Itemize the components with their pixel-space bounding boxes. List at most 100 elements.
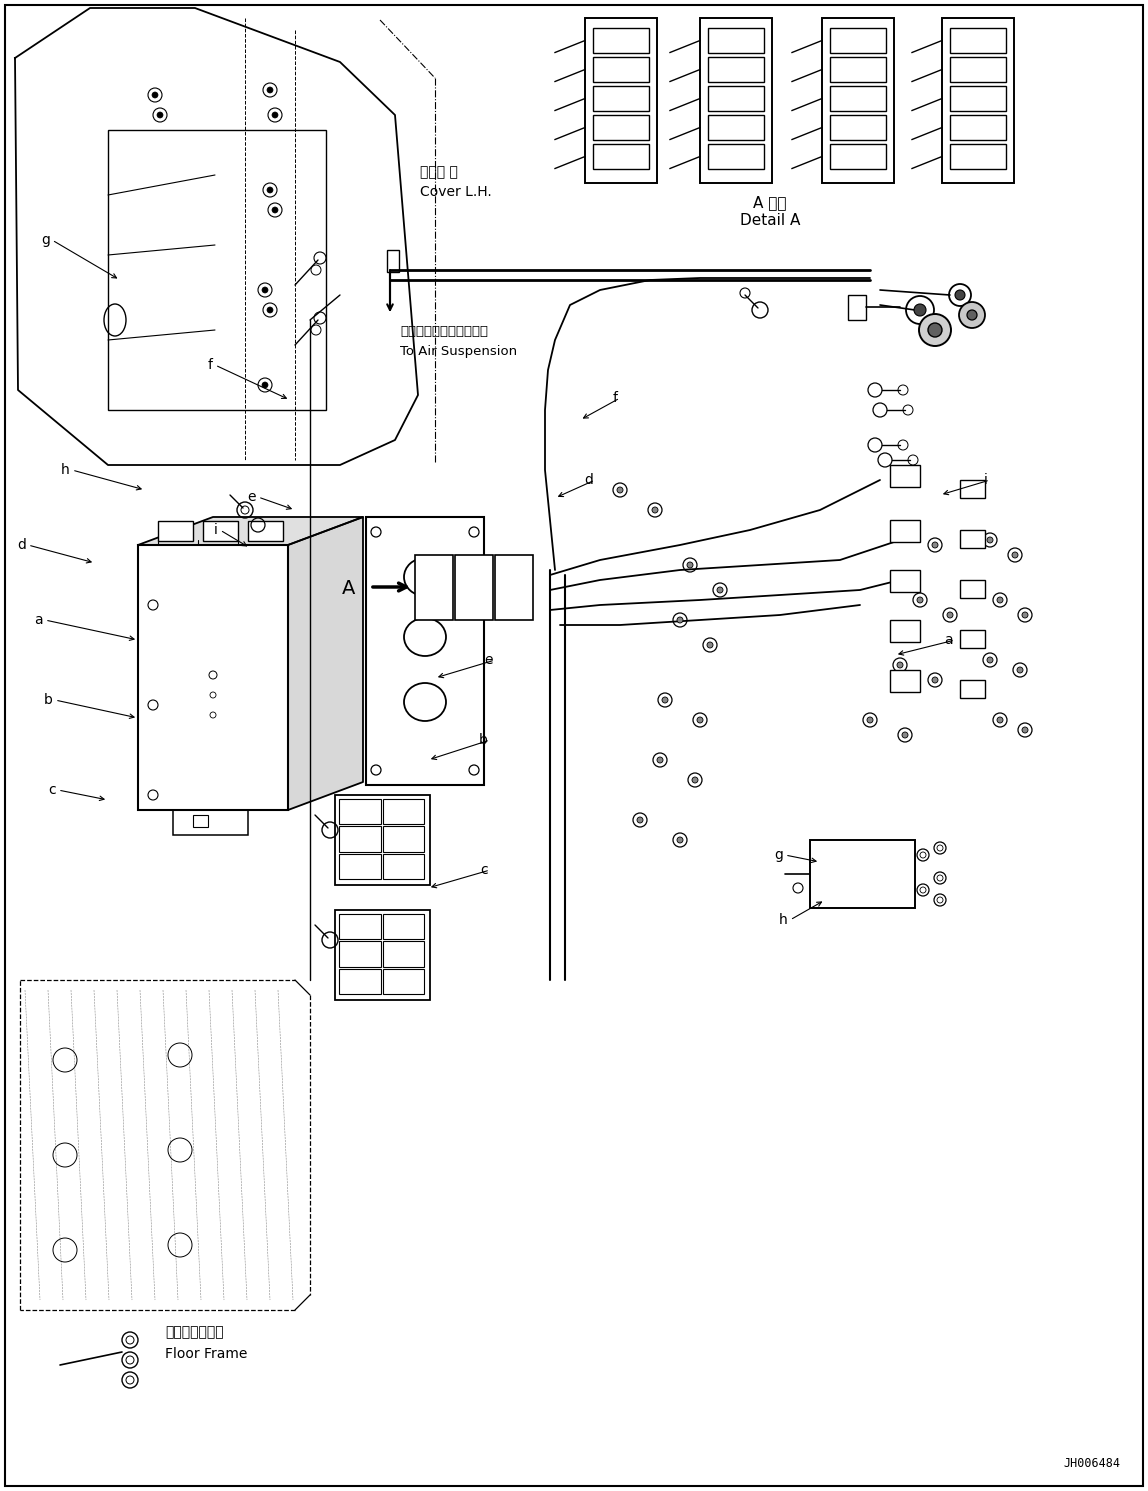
Text: JH006484: JH006484 (1063, 1457, 1120, 1470)
Bar (830, 57, 886, 82)
Circle shape (902, 732, 908, 738)
Bar (951, 145, 1006, 168)
Bar (708, 57, 765, 82)
Bar (585, 18, 657, 183)
Circle shape (677, 836, 683, 842)
Bar (173, 810, 248, 835)
Text: A 詳細: A 詳細 (753, 195, 786, 210)
Bar (335, 795, 430, 886)
Circle shape (928, 324, 943, 337)
Bar (382, 854, 424, 880)
Circle shape (262, 382, 267, 388)
Bar (951, 57, 1006, 82)
Circle shape (616, 488, 623, 494)
Bar (830, 115, 886, 140)
Circle shape (996, 717, 1003, 723)
Circle shape (987, 537, 993, 543)
Bar (951, 115, 1006, 140)
Circle shape (932, 677, 938, 683)
Circle shape (652, 507, 658, 513)
Circle shape (917, 596, 923, 602)
Bar (108, 130, 326, 410)
Bar (708, 115, 765, 140)
Polygon shape (138, 517, 363, 546)
Circle shape (959, 303, 985, 328)
Text: Floor Frame: Floor Frame (165, 1346, 247, 1361)
Circle shape (987, 658, 993, 663)
Bar (203, 520, 238, 541)
Circle shape (914, 304, 926, 316)
Bar (382, 941, 424, 966)
Bar (951, 28, 1006, 54)
Text: h: h (779, 912, 788, 927)
Circle shape (657, 757, 664, 763)
Bar (335, 910, 430, 1000)
Bar (708, 28, 765, 54)
Text: d: d (17, 538, 26, 552)
Bar (339, 941, 380, 966)
Text: d: d (584, 473, 594, 488)
Bar (960, 580, 985, 598)
Circle shape (932, 543, 938, 549)
Circle shape (687, 562, 693, 568)
Bar (193, 816, 208, 828)
Circle shape (637, 817, 643, 823)
Bar (594, 28, 649, 54)
Text: Cover L.H.: Cover L.H. (420, 185, 491, 198)
Bar (960, 529, 985, 549)
Text: a: a (945, 634, 953, 647)
Bar (960, 480, 985, 498)
Bar (708, 145, 765, 168)
Text: e: e (248, 491, 256, 504)
Text: カバー 左: カバー 左 (420, 166, 458, 179)
Bar (248, 520, 284, 541)
Circle shape (677, 617, 683, 623)
Circle shape (152, 92, 158, 98)
Bar (700, 18, 771, 183)
Bar (594, 145, 649, 168)
Text: e: e (484, 653, 492, 666)
Circle shape (867, 717, 872, 723)
Bar (339, 969, 380, 994)
Circle shape (1017, 666, 1023, 672)
Text: Detail A: Detail A (739, 213, 800, 228)
Bar (708, 86, 765, 110)
Bar (382, 799, 424, 825)
Bar (830, 86, 886, 110)
Text: g: g (41, 233, 51, 248)
Bar (960, 680, 985, 698)
Text: b: b (44, 693, 53, 707)
Circle shape (955, 291, 965, 300)
Bar (382, 914, 424, 939)
Bar (960, 631, 985, 649)
Bar (455, 555, 492, 620)
Text: h: h (61, 464, 70, 477)
Bar (158, 520, 193, 541)
Bar (387, 250, 400, 271)
Bar (890, 465, 920, 488)
Text: g: g (774, 848, 783, 862)
Bar (339, 826, 380, 851)
Circle shape (897, 526, 903, 532)
Circle shape (920, 315, 951, 346)
Circle shape (157, 112, 163, 118)
Text: エアーサスペンションへ: エアーサスペンションへ (400, 325, 488, 338)
Circle shape (272, 112, 278, 118)
Bar (382, 969, 424, 994)
Circle shape (697, 717, 703, 723)
Text: A: A (342, 579, 355, 598)
Bar (138, 546, 288, 810)
Circle shape (1022, 728, 1027, 734)
Text: a: a (34, 613, 42, 628)
Bar (339, 914, 380, 939)
Circle shape (897, 662, 903, 668)
Circle shape (947, 611, 953, 617)
Text: To Air Suspension: To Air Suspension (400, 344, 517, 358)
Circle shape (267, 86, 273, 92)
Text: フロアフレーム: フロアフレーム (165, 1325, 224, 1339)
Text: i: i (984, 473, 988, 488)
Bar (830, 145, 886, 168)
Bar (951, 86, 1006, 110)
Text: c: c (48, 783, 56, 798)
Bar (848, 295, 866, 321)
